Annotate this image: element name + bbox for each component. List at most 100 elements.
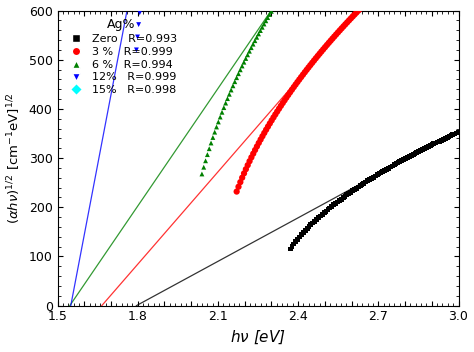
Point bbox=[311, 218, 319, 224]
Point bbox=[244, 162, 252, 168]
Point bbox=[255, 31, 262, 37]
Point bbox=[422, 145, 430, 151]
Point bbox=[432, 140, 439, 146]
Point bbox=[307, 62, 314, 68]
Point bbox=[449, 132, 456, 138]
Point bbox=[240, 59, 248, 65]
Point bbox=[351, 12, 358, 17]
Point bbox=[347, 15, 355, 21]
Point bbox=[220, 105, 228, 111]
Point bbox=[277, 103, 285, 109]
Point bbox=[202, 158, 210, 164]
Point bbox=[368, 176, 375, 181]
Point bbox=[237, 179, 244, 185]
Point bbox=[198, 171, 206, 177]
Point bbox=[439, 137, 447, 142]
Point bbox=[205, 146, 213, 151]
Point bbox=[443, 135, 451, 140]
Point bbox=[294, 79, 301, 85]
Point bbox=[207, 140, 215, 146]
Point bbox=[334, 199, 341, 205]
Point bbox=[275, 0, 283, 2]
Point bbox=[324, 207, 332, 212]
Point bbox=[242, 56, 249, 61]
Point bbox=[258, 24, 266, 30]
Point bbox=[213, 124, 220, 130]
Point bbox=[343, 192, 351, 198]
Point bbox=[238, 63, 246, 69]
Point bbox=[334, 30, 342, 35]
Point bbox=[266, 121, 273, 126]
Point bbox=[337, 196, 345, 202]
Point bbox=[419, 147, 426, 152]
Point bbox=[294, 237, 301, 242]
Point bbox=[286, 246, 294, 252]
Point bbox=[222, 100, 229, 106]
Point bbox=[301, 69, 309, 75]
Point bbox=[426, 143, 434, 149]
Point bbox=[279, 100, 286, 106]
Point bbox=[360, 2, 367, 8]
Point bbox=[362, 179, 370, 185]
Point bbox=[273, 109, 281, 114]
Point bbox=[253, 34, 261, 40]
Point bbox=[358, 182, 366, 187]
Point bbox=[303, 226, 311, 232]
Point bbox=[136, 10, 144, 15]
Point bbox=[326, 205, 334, 211]
Point bbox=[327, 38, 334, 44]
Point bbox=[264, 124, 272, 130]
Point bbox=[233, 189, 240, 194]
Point bbox=[413, 150, 420, 155]
Point bbox=[315, 215, 322, 220]
Point bbox=[224, 96, 231, 101]
Point bbox=[317, 213, 324, 219]
Point bbox=[355, 184, 362, 190]
Point bbox=[237, 67, 244, 73]
Point bbox=[355, 8, 362, 13]
Point bbox=[362, 0, 369, 6]
Point bbox=[290, 241, 298, 247]
Point bbox=[309, 60, 316, 65]
Legend: Zero   R=0.993, 3 %   R=0.999, 6 %   R=0.994, 12%   R=0.999, 15%   R=0.998: Zero R=0.993, 3 % R=0.999, 6 % R=0.994, … bbox=[62, 15, 181, 99]
Point bbox=[398, 158, 406, 163]
Point bbox=[305, 224, 313, 230]
Point bbox=[292, 239, 300, 244]
Point bbox=[246, 158, 253, 164]
Point bbox=[436, 138, 443, 144]
Point bbox=[249, 41, 257, 47]
Point bbox=[275, 106, 283, 112]
Point bbox=[253, 144, 261, 149]
Point bbox=[204, 152, 211, 157]
Point bbox=[320, 210, 328, 215]
Point bbox=[389, 163, 396, 169]
Point bbox=[305, 65, 312, 70]
Point bbox=[322, 208, 330, 214]
Point bbox=[309, 220, 317, 226]
Point bbox=[366, 177, 374, 182]
Point bbox=[235, 71, 242, 76]
Point bbox=[319, 212, 326, 217]
Point bbox=[358, 4, 366, 10]
Point bbox=[218, 109, 226, 115]
X-axis label: $h\nu$ [eV]: $h\nu$ [eV] bbox=[230, 329, 286, 346]
Point bbox=[211, 129, 219, 135]
Point bbox=[270, 115, 277, 120]
Point bbox=[345, 18, 353, 23]
Point bbox=[353, 186, 360, 191]
Point bbox=[271, 2, 279, 8]
Point bbox=[290, 84, 298, 90]
Point bbox=[313, 216, 320, 222]
Point bbox=[410, 152, 417, 157]
Point bbox=[273, 0, 281, 5]
Point bbox=[301, 228, 309, 233]
Point bbox=[257, 137, 264, 142]
Point bbox=[299, 72, 307, 77]
Point bbox=[341, 194, 349, 199]
Point bbox=[400, 157, 408, 162]
Point bbox=[387, 164, 394, 170]
Point bbox=[441, 136, 449, 141]
Point bbox=[272, 112, 279, 117]
Point bbox=[284, 92, 292, 98]
Point bbox=[336, 27, 344, 33]
